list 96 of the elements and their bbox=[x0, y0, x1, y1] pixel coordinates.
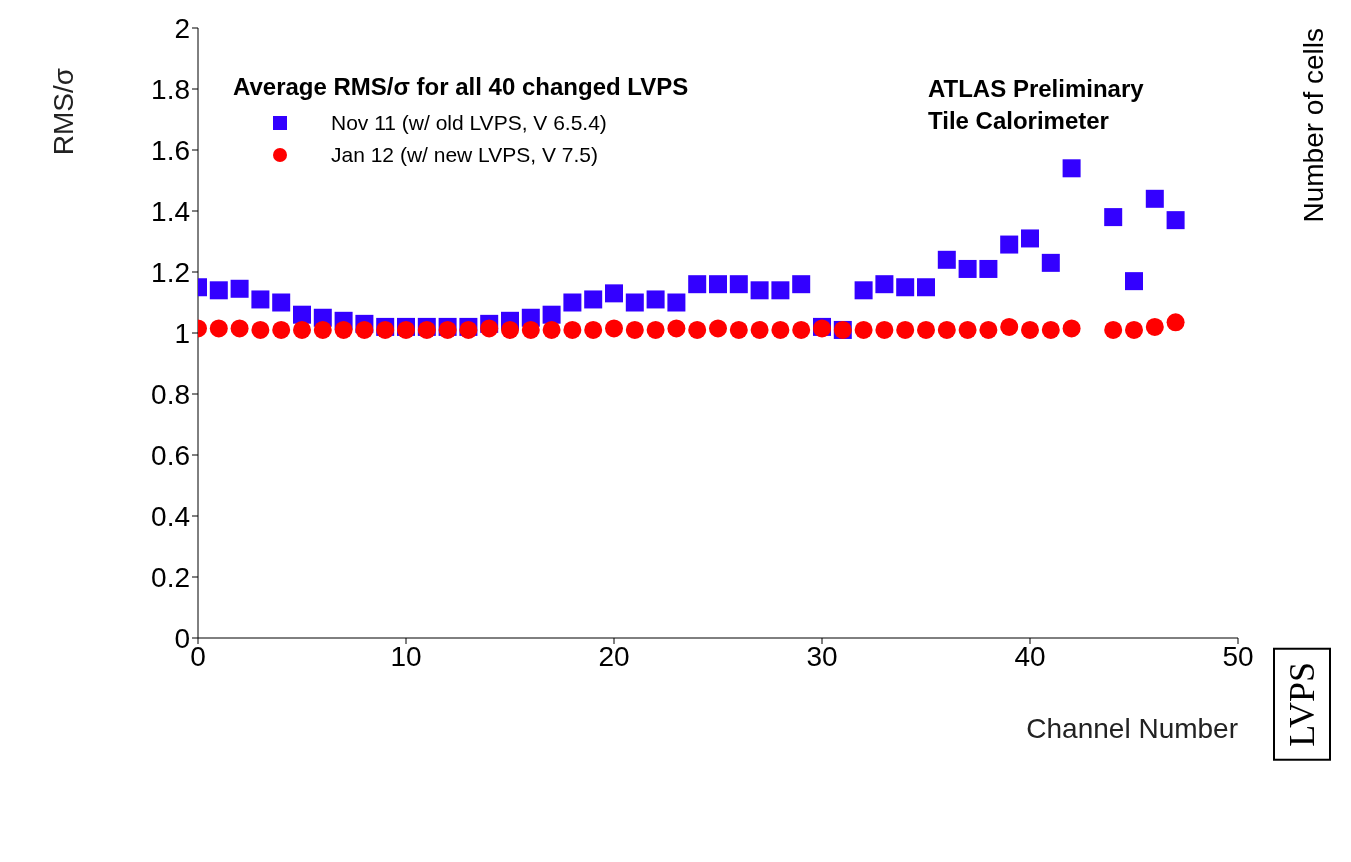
y-tick-label: 0.4 bbox=[151, 500, 190, 532]
text: LVPS bbox=[1273, 648, 1331, 761]
point bbox=[1000, 235, 1019, 254]
point bbox=[667, 293, 686, 312]
point bbox=[209, 281, 228, 300]
point bbox=[251, 290, 270, 309]
point bbox=[688, 320, 707, 339]
y-axis-title: RMS/σ bbox=[47, 68, 79, 156]
point bbox=[584, 320, 603, 339]
y-tick-label: 0.6 bbox=[151, 439, 190, 471]
point bbox=[854, 281, 873, 300]
y-tick-label: 1.4 bbox=[151, 195, 190, 227]
point bbox=[293, 320, 311, 339]
point bbox=[230, 279, 249, 298]
annotation: Tile Calorimeter bbox=[928, 106, 1110, 136]
point bbox=[209, 319, 228, 338]
point bbox=[584, 290, 603, 309]
y-tick-label: 0.8 bbox=[151, 378, 190, 410]
point bbox=[1166, 211, 1185, 230]
point bbox=[1104, 208, 1123, 227]
point bbox=[1041, 253, 1060, 272]
point bbox=[521, 320, 540, 339]
point bbox=[729, 320, 748, 339]
y-tick-label: 1.2 bbox=[151, 256, 190, 288]
point bbox=[313, 320, 332, 339]
point bbox=[771, 281, 790, 300]
point bbox=[917, 320, 935, 339]
point bbox=[1062, 159, 1081, 178]
point bbox=[355, 320, 374, 339]
point bbox=[625, 293, 644, 312]
point bbox=[709, 319, 727, 338]
point bbox=[729, 275, 748, 294]
point bbox=[896, 278, 915, 297]
point bbox=[792, 320, 811, 339]
point bbox=[771, 320, 790, 339]
point bbox=[1145, 317, 1164, 336]
y-tick-label: 1.8 bbox=[151, 73, 190, 105]
point bbox=[979, 259, 998, 278]
point bbox=[293, 305, 311, 324]
point bbox=[605, 284, 623, 303]
x-tick-label: 40 bbox=[1014, 640, 1046, 672]
point bbox=[501, 320, 519, 339]
point bbox=[1062, 319, 1081, 338]
point bbox=[1166, 313, 1185, 332]
point bbox=[1021, 229, 1039, 248]
point bbox=[1041, 320, 1060, 339]
point bbox=[750, 320, 769, 339]
point bbox=[937, 250, 956, 269]
point bbox=[1125, 320, 1143, 339]
point bbox=[896, 320, 915, 339]
y-tick-label: 2 bbox=[174, 12, 190, 44]
point bbox=[667, 319, 686, 338]
text: Number of cells bbox=[1298, 28, 1330, 223]
point bbox=[750, 281, 769, 300]
x-tick-label: 50 bbox=[1222, 640, 1254, 672]
legend-label: Nov 11 (w/ old LVPS, V 6.5.4) bbox=[331, 111, 607, 135]
point bbox=[709, 275, 727, 294]
point bbox=[605, 319, 623, 338]
point bbox=[480, 319, 499, 338]
point bbox=[563, 320, 582, 339]
point bbox=[334, 320, 353, 339]
point bbox=[917, 278, 935, 297]
point bbox=[563, 293, 582, 312]
legend-title: Average RMS/σ for all 40 changed LVPS bbox=[233, 73, 689, 101]
x-tick-label: 10 bbox=[390, 640, 422, 672]
x-tick-label: 20 bbox=[598, 640, 630, 672]
x-axis-title: Channel Number bbox=[1026, 713, 1238, 744]
point bbox=[1125, 272, 1143, 291]
point bbox=[542, 320, 561, 339]
point bbox=[1145, 189, 1164, 208]
point bbox=[230, 319, 249, 338]
point bbox=[625, 320, 644, 339]
point bbox=[937, 320, 956, 339]
point bbox=[958, 320, 977, 339]
legend-label: Jan 12 (w/ new LVPS, V 7.5) bbox=[331, 143, 598, 167]
annotation: ATLAS Preliminary bbox=[928, 74, 1144, 104]
point bbox=[251, 320, 270, 339]
point bbox=[979, 320, 998, 339]
point bbox=[542, 305, 561, 324]
point bbox=[646, 320, 665, 339]
y-tick-label: 0.2 bbox=[151, 561, 190, 593]
point bbox=[792, 275, 811, 294]
point bbox=[958, 259, 977, 278]
y-tick-label: 1.6 bbox=[151, 134, 190, 166]
point bbox=[1021, 320, 1039, 339]
point bbox=[875, 320, 894, 339]
point bbox=[1000, 317, 1019, 336]
point bbox=[646, 290, 665, 309]
point bbox=[272, 320, 291, 339]
x-tick-label: 30 bbox=[806, 640, 838, 672]
point bbox=[688, 275, 707, 294]
point bbox=[272, 293, 291, 312]
point bbox=[854, 320, 873, 339]
point bbox=[875, 275, 894, 294]
y-tick-label: 1 bbox=[174, 317, 190, 349]
point bbox=[1104, 320, 1123, 339]
